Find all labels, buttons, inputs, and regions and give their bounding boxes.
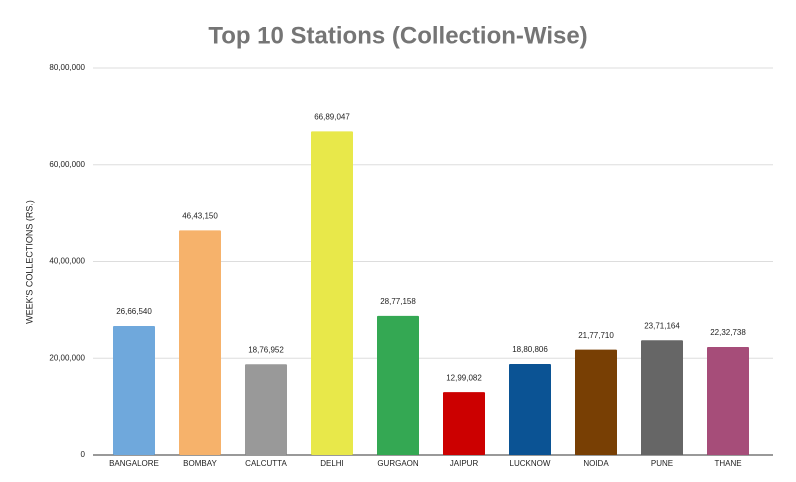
y-tick-label: 40,00,000: [49, 257, 85, 266]
x-tick-label: PUNE: [651, 459, 673, 468]
value-label: 22,32,738: [710, 328, 746, 337]
value-label: 18,76,952: [248, 345, 284, 354]
value-label: 46,43,150: [182, 211, 218, 220]
x-tick-label: LUCKNOW: [510, 459, 551, 468]
bar: [377, 315, 419, 455]
x-tick-label: BANGALORE: [109, 459, 159, 468]
x-tick-label: DELHI: [320, 459, 344, 468]
value-label: 26,66,540: [116, 307, 152, 316]
y-tick-label: 20,00,000: [49, 353, 85, 362]
value-label: 12,99,082: [446, 373, 482, 382]
value-label: 66,89,047: [314, 113, 350, 122]
y-tick-label: 0: [81, 450, 86, 459]
bar: [311, 131, 353, 455]
bar: [575, 349, 617, 455]
y-tick-label: 60,00,000: [49, 160, 85, 169]
x-tick-label: BOMBAY: [183, 459, 217, 468]
y-tick-label: 80,00,000: [49, 63, 85, 72]
bar: [707, 346, 749, 455]
x-tick-label: JAIPUR: [450, 459, 479, 468]
bar: [113, 326, 155, 455]
value-label: 18,80,806: [512, 345, 548, 354]
value-label: 21,77,710: [578, 331, 614, 340]
x-tick-label: GURGAON: [377, 459, 419, 468]
x-tick-label: CALCUTTA: [245, 459, 287, 468]
x-tick-label: THANE: [714, 459, 741, 468]
chart-title: Top 10 Stations (Collection-Wise): [208, 22, 587, 49]
bar: [443, 392, 485, 455]
value-label: 23,71,164: [644, 321, 680, 330]
y-axis-title: WEEK'S COLLECTIONS (RS.): [24, 200, 34, 324]
bar: [245, 364, 287, 455]
x-tick-label: NOIDA: [583, 459, 609, 468]
value-label: 28,77,158: [380, 297, 416, 306]
bar: [509, 364, 551, 455]
bar: [179, 230, 221, 455]
bar: [641, 340, 683, 455]
